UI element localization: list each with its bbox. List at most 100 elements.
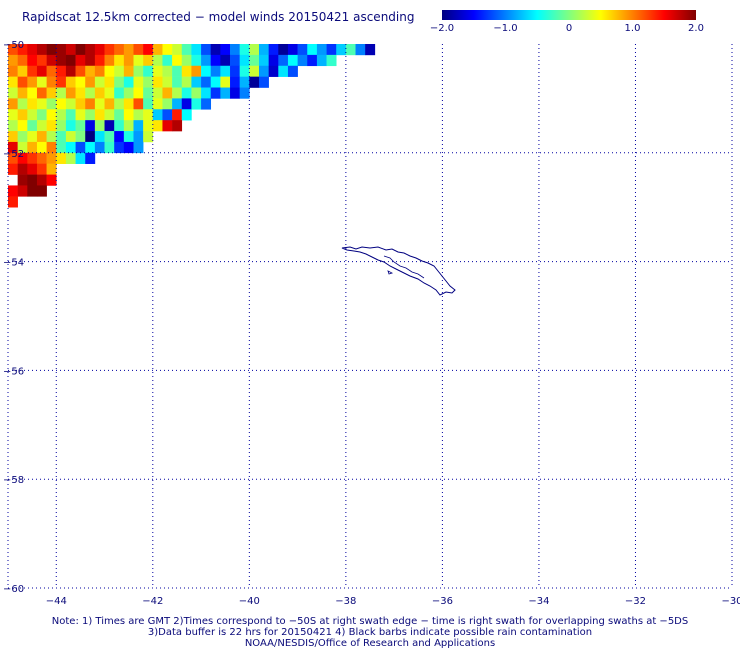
swath-cell <box>27 76 38 88</box>
swath-cell <box>123 44 134 56</box>
swath-cell <box>152 109 163 121</box>
swath-cell <box>8 152 18 164</box>
swath-cell <box>287 65 298 77</box>
swath-cell <box>123 141 134 154</box>
swath-cell <box>27 163 38 175</box>
swath-cell <box>123 98 134 110</box>
swath-cell <box>210 76 221 88</box>
swath-cell <box>36 54 47 67</box>
swath-cell <box>210 54 221 67</box>
swath-cell <box>239 87 250 99</box>
swath-cell <box>201 44 212 56</box>
swath-cell <box>249 76 260 88</box>
swath-cell <box>316 54 327 67</box>
swath-cell <box>133 98 144 110</box>
swath-cell <box>104 44 115 56</box>
swath-cell <box>56 141 67 154</box>
swath-cell <box>27 185 38 197</box>
swath-cell <box>27 109 38 121</box>
swath-cell <box>85 65 96 77</box>
swath-cell <box>17 98 28 110</box>
colorbar-tick-label: 2.0 <box>688 23 704 34</box>
swath-cell <box>94 87 105 99</box>
swath-cell <box>162 87 173 99</box>
swath-cell <box>191 87 202 99</box>
swath-cell <box>46 109 57 121</box>
swath-cell <box>181 98 192 110</box>
swath-cell <box>75 65 86 77</box>
swath-cell <box>210 87 221 99</box>
swath-cell <box>46 131 57 143</box>
swath-cell <box>85 44 96 56</box>
swath-cell <box>201 76 212 88</box>
island-inlet <box>383 255 425 279</box>
swath-cell <box>8 120 18 132</box>
swath-cell <box>27 65 38 77</box>
swath-cell <box>104 141 115 154</box>
swath-cell <box>133 120 144 132</box>
swath-cell <box>104 120 115 132</box>
swath-cell <box>114 131 125 143</box>
swath-cell <box>152 76 163 88</box>
swath-cell <box>46 174 57 186</box>
swath-cell <box>172 65 183 77</box>
longitude-ticks: −44 −42 −40 −38 −36 −34 −32 −30 <box>46 596 740 607</box>
swath-cell <box>172 44 183 56</box>
swath-cell <box>17 163 28 175</box>
swath-cell <box>75 44 86 56</box>
latitude-tick-label: −52 <box>3 149 24 160</box>
swath-cell <box>104 54 115 67</box>
swath-cell <box>152 120 163 132</box>
longitude-tick-label: −30 <box>721 596 740 607</box>
longitude-tick-label: −32 <box>625 596 646 607</box>
swath-cell <box>114 76 125 88</box>
colorbar-tick-label: −1.0 <box>493 23 517 34</box>
swath-cell <box>201 87 212 99</box>
swath-cell <box>85 152 96 164</box>
swath-cell <box>17 65 28 77</box>
swath-cell <box>36 44 47 56</box>
swath-cell <box>46 98 57 110</box>
swath-cell <box>8 98 18 110</box>
swath-cell <box>152 44 163 56</box>
swath-cell <box>8 163 18 175</box>
swath-cell <box>75 54 86 67</box>
swath-cell <box>65 65 76 77</box>
swath-cell <box>230 65 240 77</box>
latitude-ticks: −50 −52 −54 −56 −58 −60 <box>3 40 24 595</box>
swath-cell <box>201 54 212 67</box>
swath-cell <box>65 98 76 110</box>
island-outline <box>341 246 456 296</box>
swath-cell <box>85 54 96 67</box>
swath-cell <box>220 44 231 56</box>
swath-cell <box>133 109 144 121</box>
swath-cell <box>8 141 18 154</box>
swath-cell <box>133 54 144 67</box>
swath-cell <box>17 54 28 67</box>
swath-cell <box>210 44 221 56</box>
swath-cell <box>326 54 337 67</box>
gridlines <box>8 44 732 588</box>
swath-cell <box>181 65 192 77</box>
swath-cell <box>114 54 125 67</box>
swath-cell <box>17 174 28 186</box>
swath-cell <box>143 65 154 77</box>
swath-cell <box>65 109 76 121</box>
swath-cell <box>65 141 76 154</box>
swath-cell <box>36 65 47 77</box>
swath-cell <box>191 54 202 67</box>
longitude-tick-label: −36 <box>432 596 453 607</box>
swath-cell <box>36 76 47 88</box>
swath-cell <box>210 65 221 77</box>
swath-cell <box>17 152 28 164</box>
swath-cell <box>114 109 125 121</box>
swath-cell <box>162 109 173 121</box>
swath-cell <box>8 54 18 67</box>
swath-cell <box>75 87 86 99</box>
latitude-tick-label: −50 <box>3 40 24 51</box>
swath-cell <box>239 65 250 77</box>
swath-cell <box>143 98 154 110</box>
swath-cell <box>143 76 154 88</box>
swath-cell <box>114 141 125 154</box>
swath-cell <box>114 120 125 132</box>
